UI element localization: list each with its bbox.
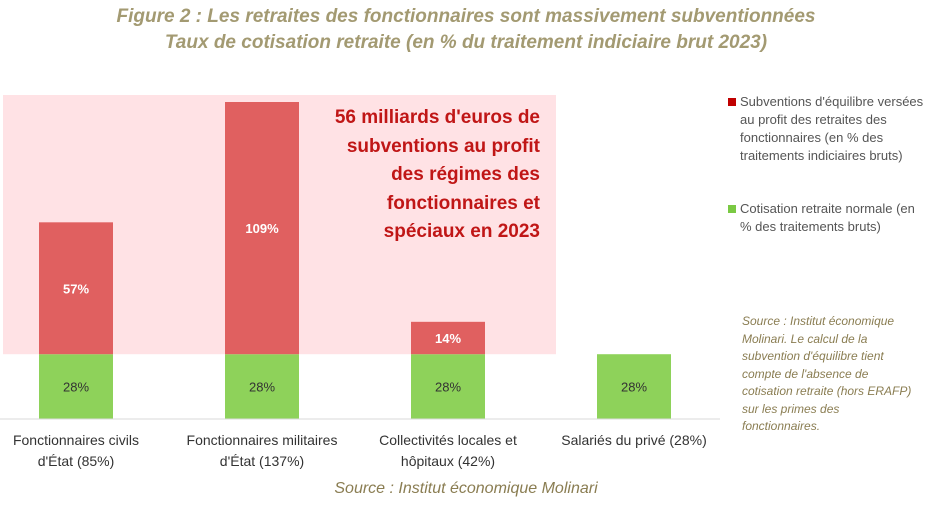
legend-swatch-normal	[728, 205, 736, 213]
legend-item-subsidy: Subventions d'équilibre versées au profi…	[728, 93, 928, 165]
category-label-1: Fonctionnaires civils d'État (85%)	[13, 432, 139, 469]
legend-label-subsidy: Subventions d'équilibre versées au profi…	[740, 94, 924, 163]
bar-subsidy-3	[411, 321, 485, 355]
data-label-normal-1: 28%	[63, 380, 89, 395]
data-label-subsidy-3: 14%	[435, 331, 461, 346]
category-label-2: Fonctionnaires militaires d'État (137%)	[187, 432, 338, 469]
data-label-subsidy-2: 109%	[245, 221, 279, 236]
legend-item-normal: Cotisation retraite normale (en % des tr…	[728, 200, 928, 236]
data-label-normal-2: 28%	[249, 380, 275, 395]
legend-label-normal: Cotisation retraite normale (en % des tr…	[740, 201, 915, 234]
data-label-normal-4: 28%	[621, 380, 647, 395]
legend-swatch-subsidy	[728, 98, 736, 106]
source-footer: Source : Institut économique Molinari	[334, 480, 598, 497]
bar-normal-3	[411, 354, 485, 419]
source-note: Source : Institut économique Molinari. L…	[742, 314, 912, 433]
data-label-subsidy-1: 57%	[63, 281, 89, 296]
subsidy-annotation: 56 milliards d'euros de subventions au p…	[334, 107, 540, 242]
bar-normal-1	[39, 354, 113, 419]
data-label-normal-3: 28%	[435, 380, 461, 395]
chart-subtitle: Taux de cotisation retraite (en % du tra…	[164, 32, 768, 53]
chart-title: Figure 2 : Les retraites des fonctionnai…	[116, 6, 816, 27]
bar-subsidy-2	[225, 102, 299, 355]
category-label-4: Salariés du privé (28%)	[561, 432, 707, 448]
bar-subsidy-1	[39, 222, 113, 355]
bar-normal-2	[225, 354, 299, 419]
category-label-3: Collectivités locales et hôpitaux (42%)	[379, 432, 517, 469]
bar-normal-4	[597, 354, 671, 419]
